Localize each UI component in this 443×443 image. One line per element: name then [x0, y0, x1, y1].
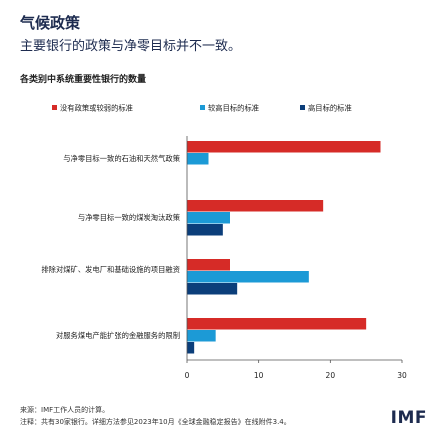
- page-subtitle: 主要银行的政策与净零目标并不一致。: [20, 39, 242, 54]
- legend-label: 较高目标的标准: [208, 104, 259, 113]
- footnote: 注释：共有30家银行。详细方法参见2023年10月《全球金融稳定报告》在线附件3…: [20, 418, 291, 426]
- bar: [187, 283, 238, 295]
- bar: [187, 259, 230, 271]
- legend-swatch: [52, 105, 57, 110]
- x-tick-label: 30: [397, 371, 407, 380]
- legend-swatch: [300, 105, 305, 110]
- legend-label: 高目标的标准: [308, 104, 352, 113]
- bar: [187, 153, 209, 165]
- legend-label: 没有政策或较弱的标准: [60, 104, 133, 113]
- bar: [187, 271, 309, 283]
- x-tick-label: 0: [185, 371, 190, 380]
- x-tick-label: 10: [254, 371, 264, 380]
- legend-swatch: [200, 105, 205, 110]
- imf-logo: IMF: [390, 408, 427, 428]
- bar: [187, 224, 223, 236]
- bar: [187, 212, 230, 224]
- category-label: 排除对煤矿、发电厂和基础设施的项目融资: [41, 265, 180, 274]
- page-title: 气候政策: [20, 14, 81, 32]
- category-label: 对服务煤电产能扩张的金融服务的限制: [55, 331, 180, 340]
- x-tick-label: 20: [326, 371, 336, 380]
- bar: [187, 342, 195, 354]
- chart-title: 各类别中系统重要性银行的数量: [20, 75, 147, 85]
- bar: [187, 200, 324, 212]
- bar: [187, 318, 367, 330]
- category-label: 与净零目标一致的石油和天然气政策: [63, 154, 180, 163]
- bar: [187, 141, 381, 153]
- source-note: 来源：IMF工作人员的计算。: [20, 406, 110, 414]
- category-label: 与净零目标一致的煤炭淘汰政策: [77, 213, 180, 222]
- bar: [187, 330, 216, 342]
